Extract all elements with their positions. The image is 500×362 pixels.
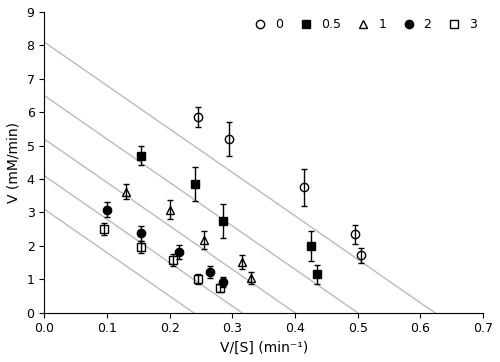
X-axis label: V/[S] (min⁻¹): V/[S] (min⁻¹)	[220, 341, 308, 355]
Legend: 0, 0.5, 1, 2, 3: 0, 0.5, 1, 2, 3	[248, 18, 477, 31]
Y-axis label: V (mM/min): V (mM/min)	[7, 122, 21, 203]
